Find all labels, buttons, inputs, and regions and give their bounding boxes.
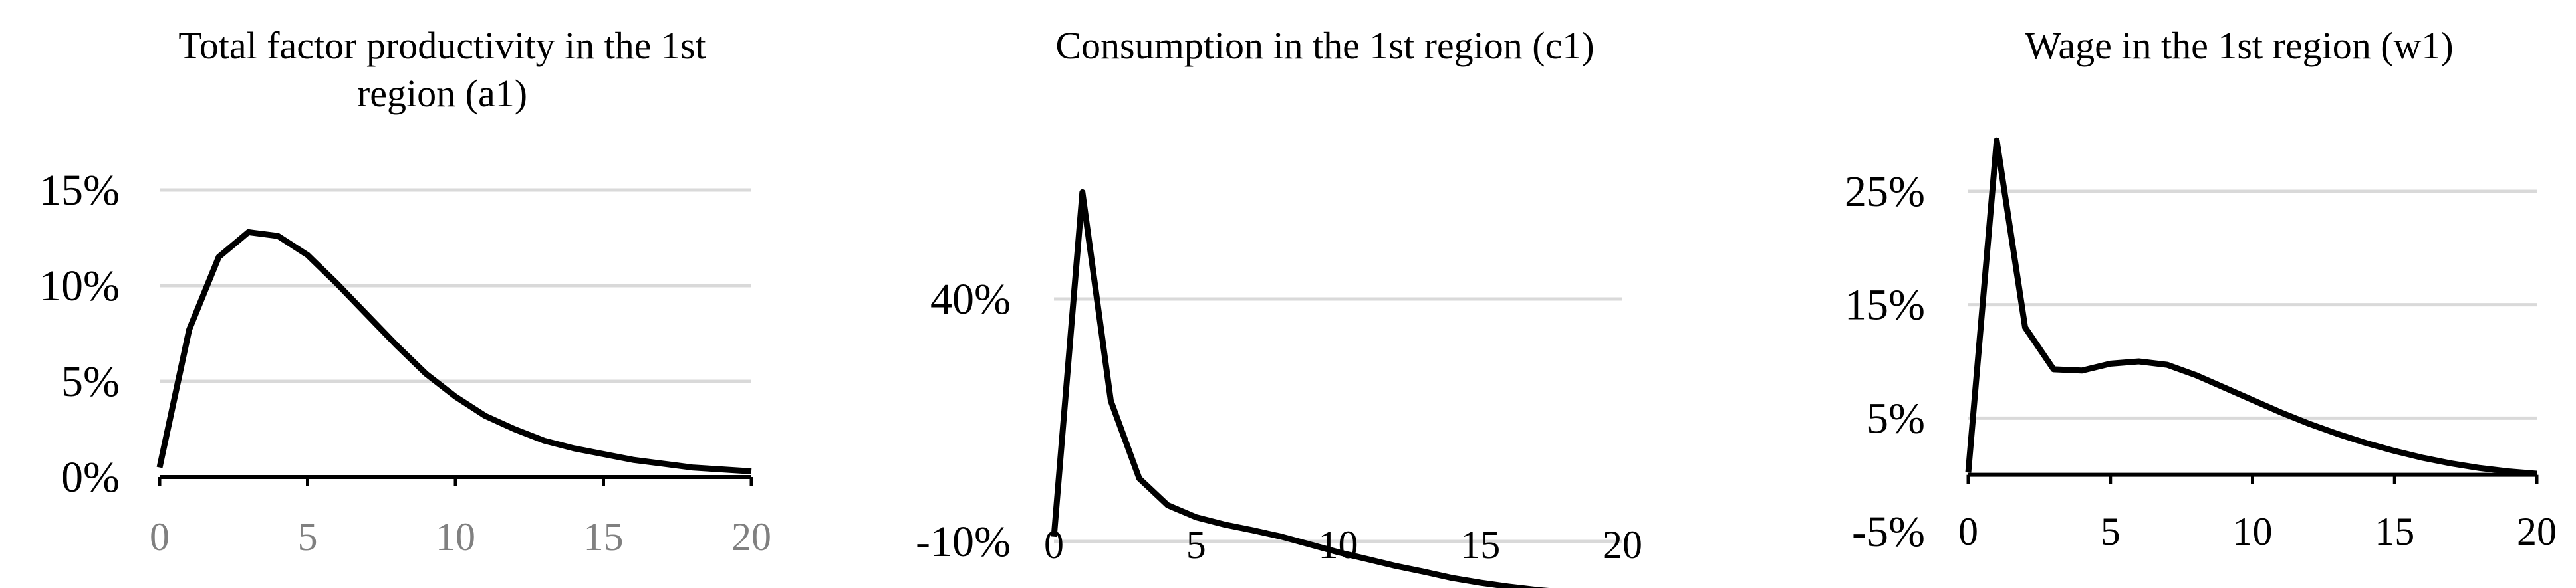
x-tick-label: 20: [731, 515, 771, 559]
y-tick-label: 15%: [39, 166, 120, 215]
chart-panel-wage: Wage in the 1st region (w1) -5% 5% 15% 25% 0 5…: [1845, 24, 2557, 556]
x-tick-label: 10: [1319, 523, 1358, 567]
y-tick-label: 40%: [930, 275, 1011, 324]
y-tick-label: 5%: [61, 357, 120, 406]
y-tick-label: 25%: [1845, 167, 1925, 216]
x-tick-label: 5: [1186, 523, 1206, 567]
chart-title-line: Consumption in the 1st region (c1): [1055, 24, 1594, 67]
y-tick-label: -10%: [916, 518, 1011, 566]
x-tick-label: 5: [298, 515, 318, 559]
y-tick-label: -5%: [1852, 508, 1925, 556]
y-tick-label: 0%: [61, 453, 120, 502]
x-tick-label: 0: [1958, 510, 1978, 553]
x-tick-label: 15: [1460, 523, 1500, 567]
chart-title-line: Wage in the 1st region (w1): [2025, 24, 2453, 67]
x-tick-label: 5: [2101, 510, 2121, 553]
x-tick-label: 0: [150, 515, 170, 559]
x-tick-label: 15: [2375, 510, 2414, 553]
y-tick-label: 10%: [39, 262, 120, 310]
x-tick-label: 20: [1603, 523, 1642, 567]
chart-title-line: region (a1): [357, 72, 527, 115]
chart-panel-tfp: Total factor productivity in the 1st regi…: [39, 24, 771, 559]
x-tick-label: 15: [584, 515, 624, 559]
chart-title-line: Total factor productivity in the 1st: [178, 24, 706, 67]
series-line: [156, 229, 752, 474]
series-line: [1051, 189, 1549, 588]
chart-panel-consumption: Consumption in the 1st region (c1) -10% 40…: [916, 24, 1642, 588]
series-line: [1965, 137, 2537, 477]
y-tick-label: 15%: [1845, 281, 1925, 330]
x-tick-label: 10: [2233, 510, 2273, 553]
y-tick-label: 5%: [1867, 394, 1925, 442]
x-tick-label: 20: [2517, 510, 2557, 553]
x-tick-label: 10: [436, 515, 475, 559]
